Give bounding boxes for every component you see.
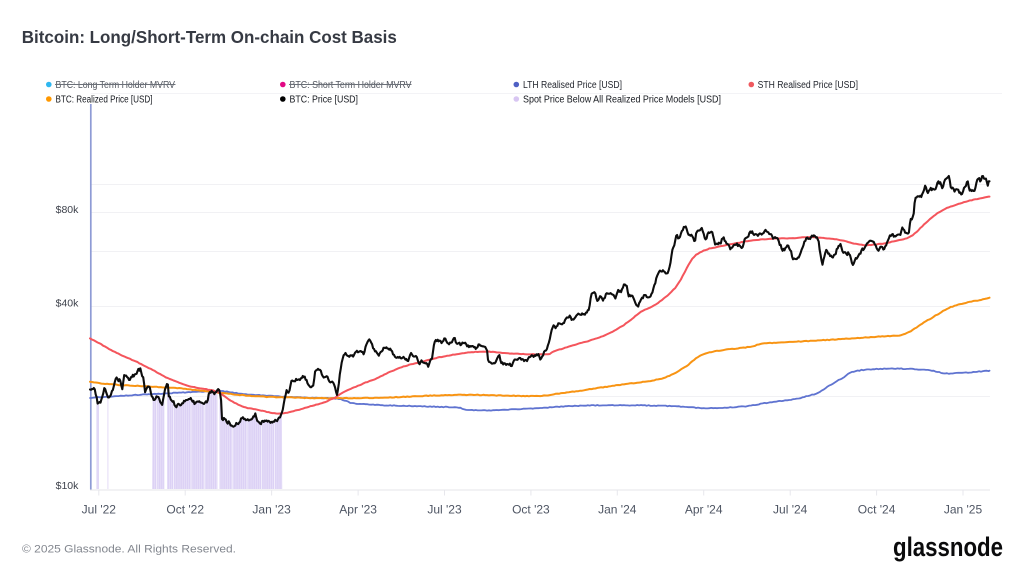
svg-text:glassnode: glassnode	[893, 532, 1003, 562]
svg-text:Jan '24: Jan '24	[598, 503, 637, 517]
svg-text:BTC: Realized Price [USD]: BTC: Realized Price [USD]	[56, 95, 153, 106]
svg-text:$40k: $40k	[56, 298, 80, 310]
svg-text:Bitcoin: Long/Short-Term On-ch: Bitcoin: Long/Short-Term On-chain Cost B…	[22, 27, 397, 47]
svg-text:$10k: $10k	[56, 480, 80, 492]
svg-text:© 2025 Glassnode. All Rights R: © 2025 Glassnode. All Rights Reserved.	[22, 544, 236, 556]
svg-text:$80k: $80k	[56, 204, 80, 216]
svg-text:BTC: Long Term Holder MVRV: BTC: Long Term Holder MVRV	[56, 80, 176, 91]
svg-text:Jan '25: Jan '25	[944, 503, 983, 517]
svg-text:Jan '23: Jan '23	[252, 503, 291, 517]
svg-text:Jul '22: Jul '22	[82, 503, 117, 517]
svg-text:BTC: Short Term Holder MVRV: BTC: Short Term Holder MVRV	[290, 80, 412, 91]
svg-text:LTH Realised Price [USD]: LTH Realised Price [USD]	[523, 80, 622, 91]
svg-text:Oct '22: Oct '22	[166, 503, 204, 517]
svg-text:Spot Price Below All Realized: Spot Price Below All Realized Price Mode…	[523, 95, 721, 106]
svg-text:Oct '24: Oct '24	[858, 503, 896, 517]
svg-text:Apr '24: Apr '24	[685, 503, 723, 517]
svg-text:Oct '23: Oct '23	[512, 503, 550, 517]
svg-text:STH Realised Price [USD]: STH Realised Price [USD]	[758, 80, 859, 91]
svg-text:Apr '23: Apr '23	[339, 503, 377, 517]
svg-text:Jul '23: Jul '23	[427, 503, 462, 517]
svg-text:Jul '24: Jul '24	[773, 503, 808, 517]
svg-text:BTC: Price [USD]: BTC: Price [USD]	[290, 95, 359, 106]
